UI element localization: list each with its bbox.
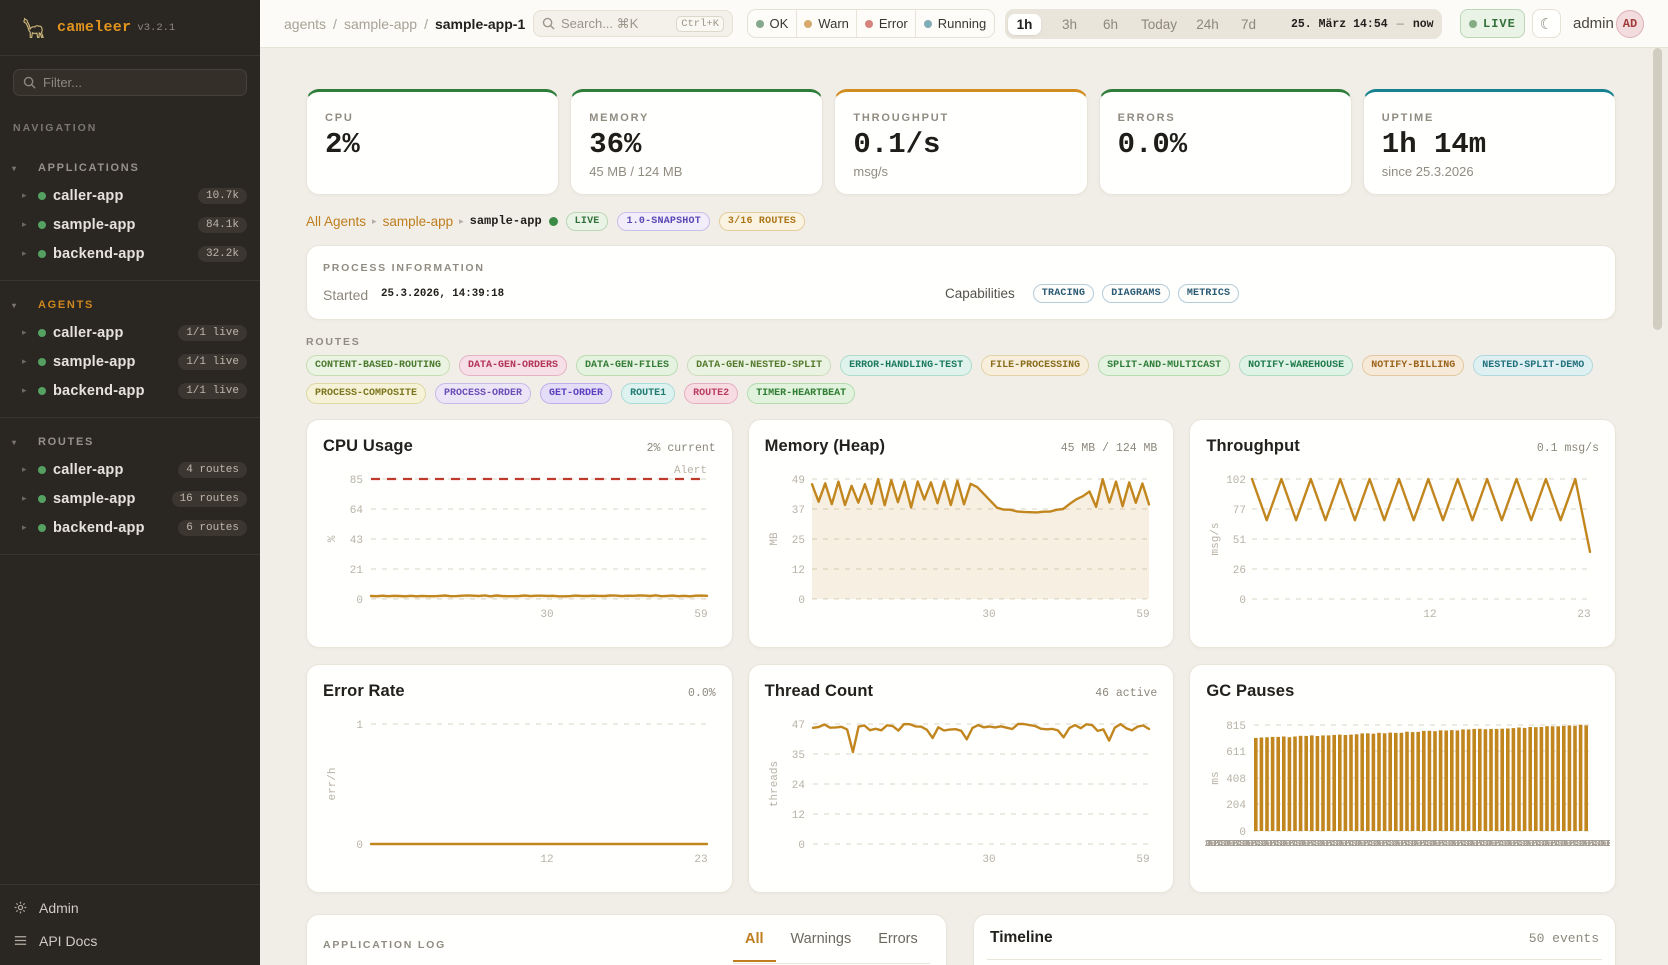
svg-text:24: 24 [791,780,805,792]
svg-text:59: 59 [1136,854,1149,866]
svg-text:12: 12 [791,565,804,577]
svg-text:611: 611 [1227,747,1247,759]
svg-text:43: 43 [350,535,363,547]
svg-text:30: 30 [982,854,995,866]
svg-text:408: 408 [1227,774,1247,786]
svg-text:64: 64 [350,505,364,517]
svg-text:59: 59 [694,609,707,621]
svg-text:0: 0 [1240,827,1247,839]
svg-text:0: 0 [1240,595,1247,607]
svg-text:err/h: err/h [327,767,339,800]
svg-text:%: % [327,535,339,542]
svg-text:Alert: Alert [674,465,707,477]
svg-text:12: 12 [791,810,804,822]
svg-text:26: 26 [1233,565,1246,577]
svg-text:21: 21 [350,565,364,577]
svg-text:0: 0 [356,840,363,852]
svg-text:59: 59 [1136,609,1149,621]
svg-text:35: 35 [791,750,804,762]
svg-text:815: 815 [1227,721,1247,733]
svg-text:30: 30 [982,609,995,621]
svg-text:102: 102 [1227,475,1247,487]
svg-text:37: 37 [791,505,804,517]
svg-text:25: 25 [791,535,804,547]
svg-text:23: 23 [694,854,707,866]
svg-text:0: 0 [356,595,363,607]
svg-text:51: 51 [1233,535,1247,547]
svg-text:23: 23 [1578,609,1591,621]
svg-text:0: 0 [798,840,805,852]
svg-text:12: 12 [540,854,553,866]
svg-text:204: 204 [1227,800,1247,812]
svg-text:12: 12 [1424,609,1437,621]
svg-text:47: 47 [791,720,804,732]
svg-text:0: 0 [798,595,805,607]
svg-text:49: 49 [791,475,804,487]
svg-text:threads: threads [769,761,781,807]
svg-text:30: 30 [540,609,553,621]
svg-text:MB: MB [769,532,781,546]
svg-text:ms: ms [1210,771,1222,784]
svg-text:85: 85 [350,475,363,487]
svg-text:msg/s: msg/s [1210,522,1222,555]
svg-text:77: 77 [1233,505,1246,517]
svg-text:1: 1 [356,720,363,732]
